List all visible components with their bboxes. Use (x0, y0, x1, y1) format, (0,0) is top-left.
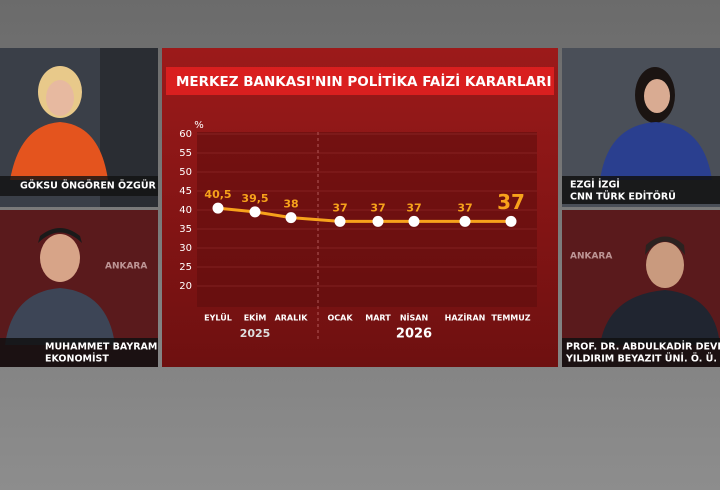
video-panel: ANKARA MUHAMMET BAYRAM EKONOMİST (0, 210, 158, 367)
y-tick-label: 35 (179, 224, 192, 235)
x-tick-label: NİSAN (400, 313, 428, 323)
x-tick-label: TEMMUZ (491, 314, 530, 323)
year-label: 2025 (240, 327, 271, 340)
video-panel: GÖKSU ÖNGÖREN ÖZGÜR (0, 48, 158, 207)
y-tick-label: 20 (179, 281, 192, 292)
value-label: 37 (370, 201, 385, 214)
x-tick-label: EKİM (244, 313, 267, 323)
caption-name: MUHAMMET BAYRAM (45, 342, 157, 353)
value-label: 37 (457, 201, 472, 214)
caption-name: PROF. DR. ABDULKADİR DEVEL (566, 342, 720, 353)
x-tick-label: EYLÜL (204, 313, 232, 323)
caption-name: GÖKSU ÖNGÖREN ÖZGÜR (20, 181, 157, 192)
value-label: 37 (406, 201, 421, 214)
value-label: 38 (283, 198, 298, 211)
caption-role: YILDIRIM BEYAZIT ÜNİ. Ö. Ü. (565, 354, 717, 365)
chart-title: MERKEZ BANKASI'NIN POLİTİKA FAİZİ KARARL… (176, 73, 551, 90)
point (285, 212, 297, 224)
year-label: 2026 (396, 327, 432, 342)
y-tick-label: 25 (179, 262, 192, 273)
location-tag: ANKARA (570, 252, 612, 262)
value-label: 39,5 (241, 192, 268, 205)
video-panel: EZGİ İZGİ CNN TÜRK EDİTÖRÜ (562, 48, 720, 207)
value-label: 37 (497, 190, 525, 214)
chart-panel: MERKEZ BANKASI'NIN POLİTİKA FAİZİ KARARL… (162, 48, 558, 367)
y-tick-label: 30 (179, 243, 192, 254)
y-tick-label: 50 (179, 167, 192, 178)
y-tick-label: 45 (179, 186, 192, 197)
value-label: 40,5 (204, 188, 231, 201)
x-tick-label: HAZİRAN (445, 313, 486, 323)
point (212, 202, 224, 214)
location-tag: ANKARA (105, 262, 147, 272)
point (408, 215, 420, 227)
caption-name: EZGİ İZGİ (570, 180, 620, 191)
point (459, 215, 471, 227)
line (217, 206, 511, 223)
point (334, 215, 346, 227)
point (372, 215, 384, 227)
caption-role: CNN TÜRK EDİTÖRÜ (570, 192, 676, 203)
y-axis-label: % (194, 120, 204, 131)
video-panel: ANKARA PROF. DR. ABDULKADİR DEVEL YILDIR… (562, 210, 720, 367)
x-tick-label: ARALIK (275, 314, 309, 323)
point (249, 206, 261, 218)
value-label: 37 (332, 201, 347, 214)
y-tick-label: 40 (179, 205, 192, 216)
caption-role: EKONOMİST (45, 354, 109, 365)
y-tick-label: 60 (179, 129, 192, 140)
y-tick-label: 55 (179, 148, 192, 159)
x-tick-label: MART (365, 314, 391, 323)
point (505, 215, 517, 227)
x-tick-label: OCAK (327, 314, 353, 323)
